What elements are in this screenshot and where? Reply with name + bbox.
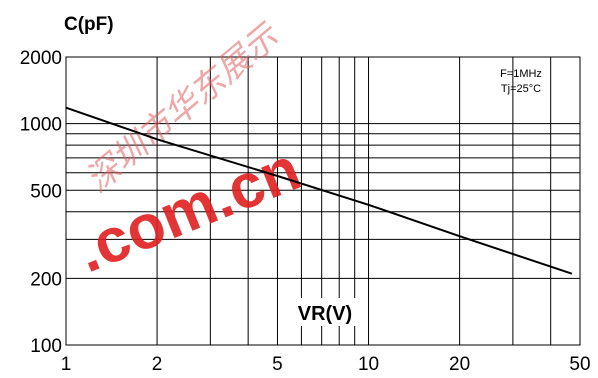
x-axis-label-background	[290, 298, 360, 326]
frequency-note: F=1MHz	[500, 68, 542, 80]
tick-labels: 1 2 5 10 20 50 100 200 500 1000 2000	[20, 48, 591, 375]
x-tick-label: 1	[61, 354, 72, 375]
x-tick-label: 20	[449, 354, 470, 375]
y-tick-label: 100	[30, 336, 62, 357]
x-tick-label: 10	[358, 354, 379, 375]
series-layer	[65, 106, 573, 275]
watermark: 深圳市华东展示 .com.cn	[67, 15, 310, 286]
y-tick-label: 1000	[20, 115, 62, 136]
y-tick-label: 2000	[20, 48, 62, 69]
capacitance-curve	[65, 106, 573, 275]
x-tick-label: 50	[569, 354, 590, 375]
grid-lines	[66, 57, 580, 345]
x-tick-label: 2	[152, 354, 163, 375]
y-tick-label: 200	[30, 269, 62, 290]
temperature-note: Tj=25°C	[501, 83, 541, 95]
x-tick-label: 5	[272, 354, 283, 375]
y-tick-label: 500	[30, 181, 62, 202]
x-axis-label: VR(V)	[298, 303, 352, 325]
plot-frame	[65, 56, 581, 346]
y-axis-label: C(pF)	[64, 14, 114, 35]
conditions-note: F=1MHz Tj=25°C	[500, 68, 542, 95]
